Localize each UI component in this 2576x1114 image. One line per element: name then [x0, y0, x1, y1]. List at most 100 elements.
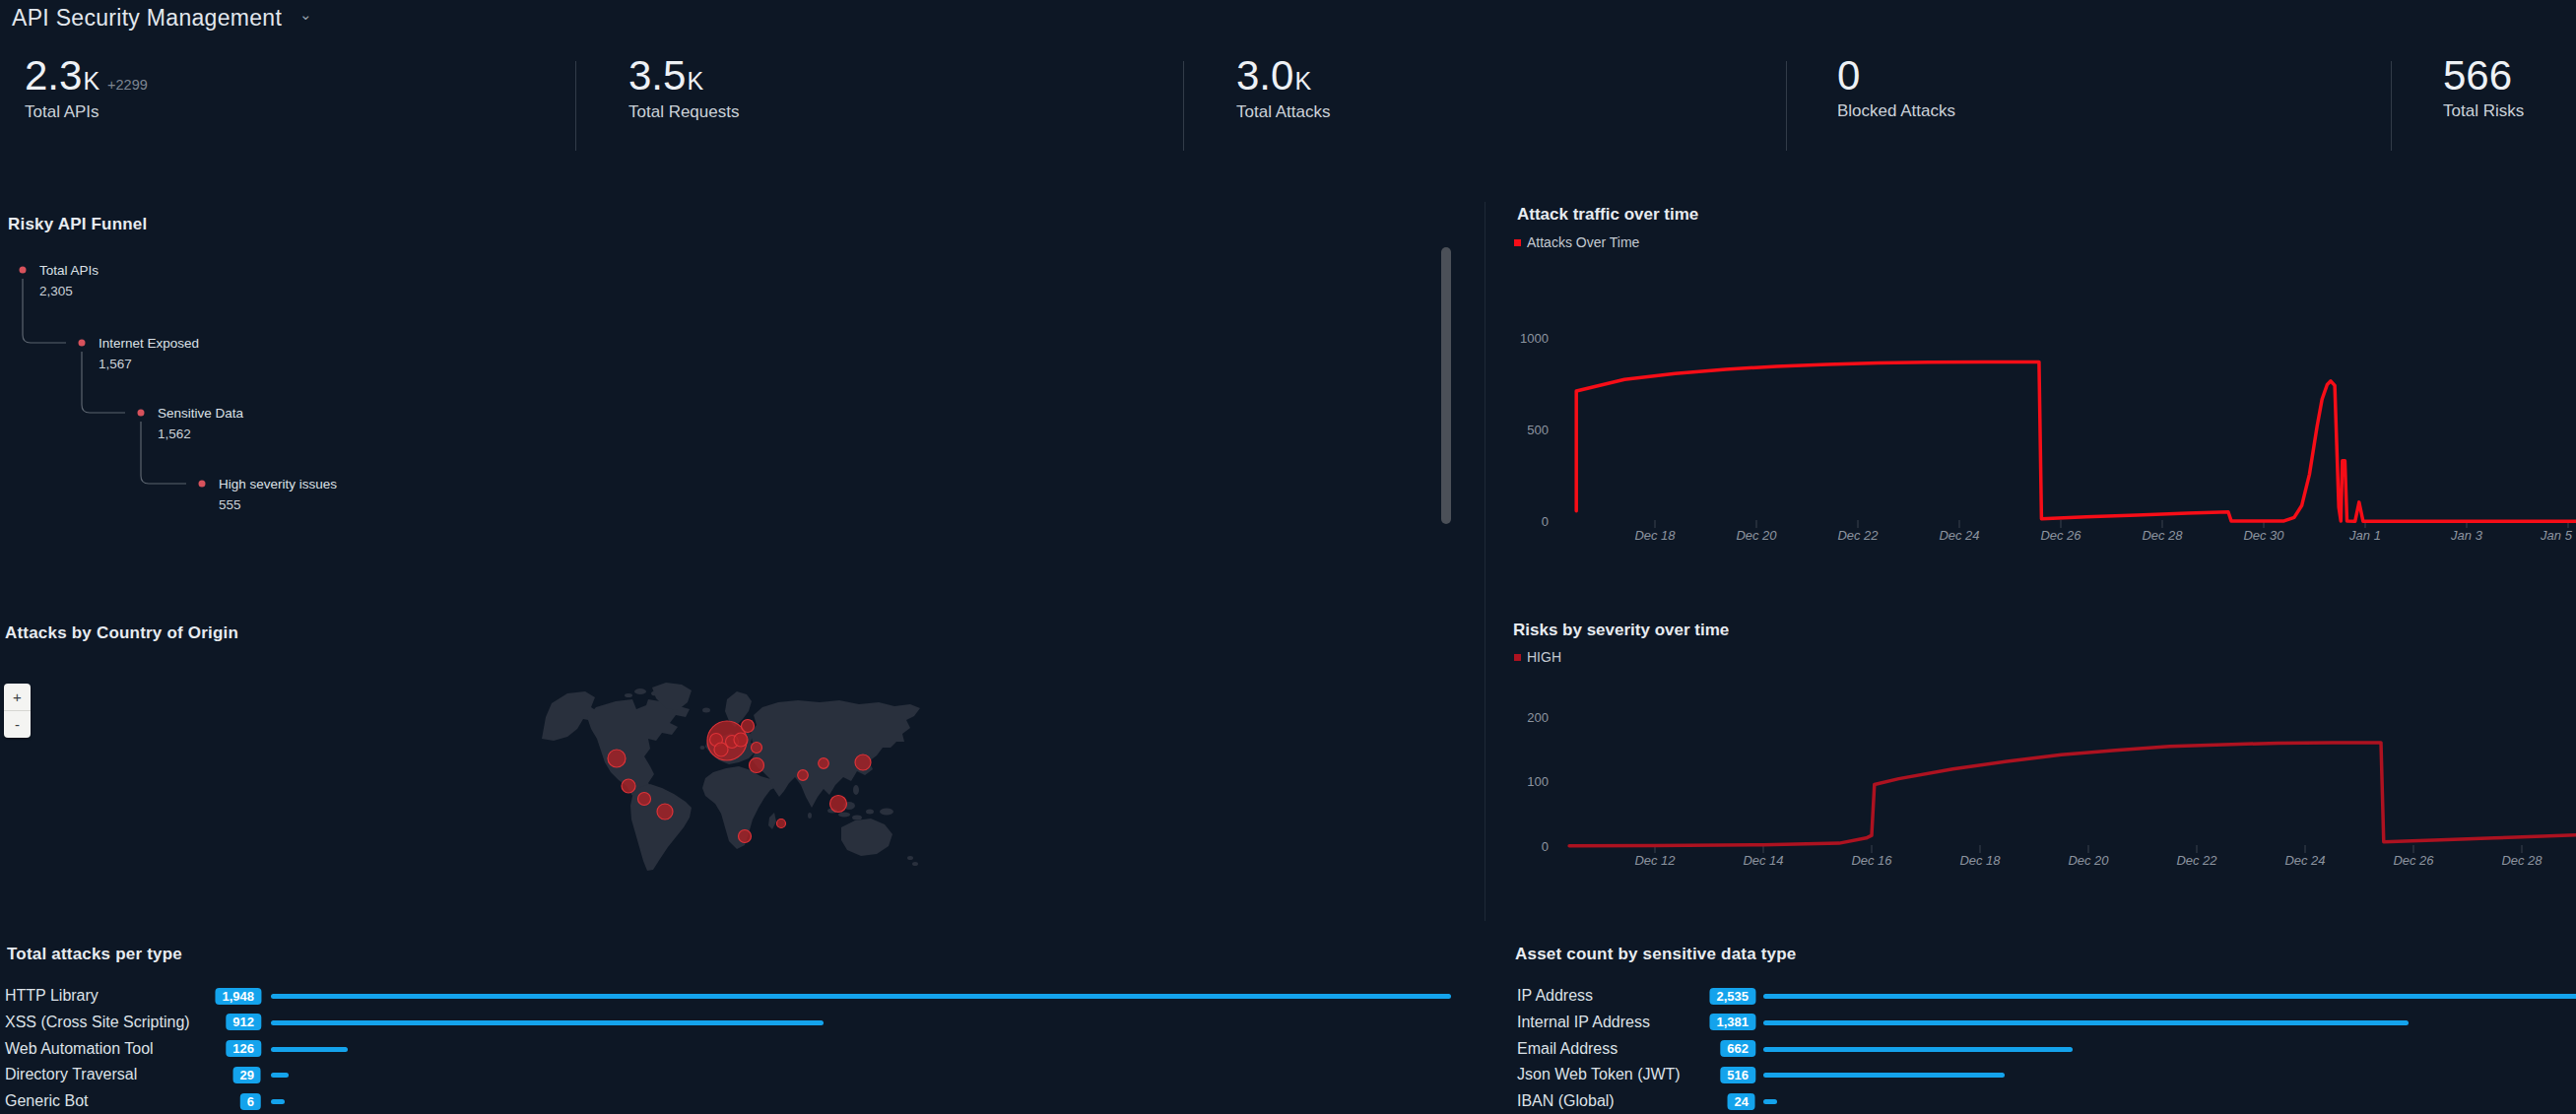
- legend-high[interactable]: HIGH: [1514, 649, 1561, 665]
- bar-row-label: Internal IP Address: [1517, 1014, 1650, 1031]
- bar-value-badge: 6: [240, 1093, 261, 1110]
- bar-row-label: Generic Bot: [5, 1092, 88, 1110]
- attacks-by-type-title: Total attacks per type: [7, 945, 182, 964]
- x-tick-label: Jan 5: [2540, 528, 2573, 543]
- bar-value-badge: 516: [1720, 1067, 1755, 1083]
- bar-value-badge: 912: [226, 1014, 261, 1030]
- attack-bubble[interactable]: [830, 796, 847, 813]
- funnel-step-value: 2,305: [39, 284, 73, 298]
- bar-value-badge: 2,535: [1709, 988, 1755, 1005]
- attack-bubble[interactable]: [750, 758, 764, 773]
- attack-bubble[interactable]: [734, 733, 748, 747]
- bar: [1763, 1099, 1777, 1104]
- bar-value-badge: 29: [233, 1067, 261, 1083]
- bar: [1763, 1047, 2073, 1052]
- risks-severity-chart: Risks by severity over time HIGH Dec 12D…: [1507, 606, 2576, 921]
- x-tick-label: Dec 26: [2393, 853, 2434, 868]
- attack-bubble[interactable]: [739, 830, 752, 843]
- x-tick-label: Dec 24: [2284, 853, 2325, 868]
- x-tick-label: Dec 22: [2176, 853, 2217, 868]
- kpi-value: 3.0: [1236, 57, 1293, 95]
- attack-bubble[interactable]: [819, 758, 829, 769]
- chart-title: Attack traffic over time: [1517, 205, 1698, 225]
- series-line: [1576, 361, 2576, 521]
- funnel-dot: [79, 340, 86, 347]
- bar: [271, 994, 1451, 999]
- map-zoom-controls: + -: [4, 684, 31, 738]
- bar-value-badge: 1,948: [215, 988, 261, 1005]
- x-tick-label: Dec 28: [2501, 853, 2543, 868]
- funnel-step-label: High severity issues: [219, 477, 337, 491]
- kpi-divider: [1786, 61, 1787, 151]
- legend-swatch: [1514, 239, 1521, 246]
- bar-value-badge: 126: [226, 1040, 261, 1057]
- funnel-step-value: 555: [219, 497, 241, 512]
- funnel-step-label: Sensitive Data: [158, 406, 244, 421]
- kpi-total-requests: 3.5K Total Requests: [628, 57, 739, 122]
- bar: [271, 1073, 289, 1078]
- kpi-divider: [2391, 61, 2392, 151]
- series-line: [1569, 743, 2576, 846]
- x-tick-label: Dec 16: [1851, 853, 1892, 868]
- assets-by-type-title: Asset count by sensitive data type: [1515, 945, 1797, 964]
- zoom-out-button[interactable]: -: [4, 710, 31, 738]
- bar-row-label: Directory Traversal: [5, 1066, 137, 1083]
- x-tick-label: Dec 12: [1634, 853, 1676, 868]
- attack-traffic-chart: Attack traffic over time Attacks Over Ti…: [1507, 197, 2576, 552]
- bar: [1763, 1020, 2409, 1025]
- kpi-divider: [1183, 61, 1184, 151]
- bar: [271, 1047, 348, 1052]
- bar: [1763, 994, 2576, 999]
- attack-bubble[interactable]: [622, 779, 635, 793]
- map-landmass: [542, 683, 920, 871]
- legend-attacks-over-time[interactable]: Attacks Over Time: [1514, 234, 1639, 250]
- map-title: Attacks by Country of Origin: [5, 623, 238, 643]
- world-map[interactable]: [542, 678, 926, 872]
- funnel-dot: [199, 481, 206, 488]
- y-tick-label: 100: [1527, 774, 1549, 789]
- legend-label: HIGH: [1527, 649, 1561, 665]
- bar-row-label: IP Address: [1517, 987, 1593, 1005]
- panel-divider: [1485, 202, 1486, 921]
- bar-value-badge: 1,381: [1709, 1014, 1755, 1030]
- attack-bubble[interactable]: [608, 750, 626, 767]
- bar: [271, 1099, 285, 1104]
- funnel-step-label: Total APIs: [39, 263, 99, 278]
- bar-value-badge: 662: [1720, 1040, 1755, 1057]
- kpi-value: 0: [1837, 57, 1860, 95]
- kpi-total-attacks: 3.0K Total Attacks: [1236, 57, 1330, 122]
- legend-swatch: [1514, 654, 1521, 661]
- y-tick-label: 0: [1542, 839, 1549, 854]
- legend-label: Attacks Over Time: [1527, 234, 1639, 250]
- bar-row-label: XSS (Cross Site Scripting): [5, 1014, 190, 1031]
- bar: [1763, 1073, 2005, 1078]
- x-tick-label: Dec 18: [1634, 528, 1676, 543]
- kpi-divider: [575, 61, 576, 151]
- attack-bubble[interactable]: [638, 793, 651, 806]
- kpi-unit: K: [1294, 67, 1311, 96]
- attack-bubble[interactable]: [855, 754, 871, 770]
- y-tick-label: 500: [1527, 423, 1549, 437]
- kpi-total-risks: 566 Total Risks: [2443, 57, 2524, 121]
- attack-bubble[interactable]: [742, 720, 755, 733]
- zoom-in-button[interactable]: +: [4, 684, 31, 710]
- kpi-label: Total Risks: [2443, 101, 2524, 121]
- scrollbar-thumb[interactable]: [1441, 247, 1451, 524]
- bar: [271, 1020, 824, 1025]
- risks-severity-plot: Dec 12Dec 14Dec 16Dec 18Dec 20Dec 22Dec …: [1507, 606, 2576, 921]
- attack-bubble[interactable]: [752, 743, 762, 754]
- funnel-step-value: 1,562: [158, 426, 191, 441]
- dashboard: API Security Management ⌄ 2.3K+2299 Tota…: [0, 0, 2576, 1114]
- attack-bubble[interactable]: [798, 770, 809, 781]
- x-tick-label: Jan 1: [2348, 528, 2381, 543]
- x-tick-label: Dec 22: [1837, 528, 1879, 543]
- bar-value-badge: 24: [1728, 1093, 1755, 1110]
- x-tick-label: Dec 26: [2040, 528, 2081, 543]
- x-tick-label: Dec 28: [2142, 528, 2183, 543]
- y-tick-label: 1000: [1520, 331, 1549, 346]
- attack-bubble[interactable]: [657, 804, 673, 819]
- bar-row-label: Email Address: [1517, 1040, 1618, 1058]
- attack-bubble[interactable]: [777, 819, 786, 828]
- funnel-step-label: Internet Exposed: [99, 336, 199, 351]
- bar-row-label: Json Web Token (JWT): [1517, 1066, 1681, 1083]
